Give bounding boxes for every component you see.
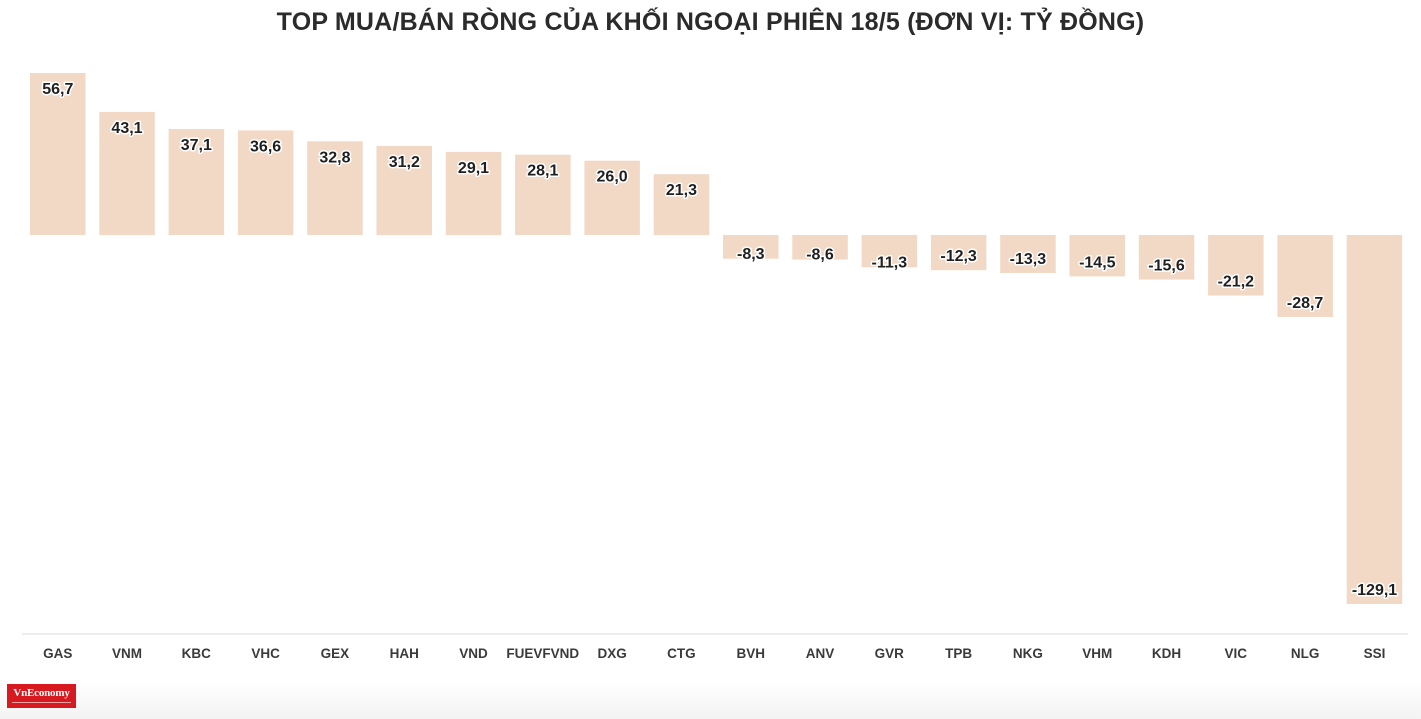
value-label-hah: 31,2 [389, 154, 420, 171]
value-label-fuevfvnd: 28,1 [527, 163, 558, 180]
category-label-vhm: VHM [1082, 646, 1112, 661]
bar-nlg [1277, 235, 1333, 317]
category-label-ssi: SSI [1364, 646, 1386, 661]
logo-text: VnEconomy [13, 687, 70, 699]
value-label-ctg: 21,3 [666, 182, 697, 199]
value-label-vnd: 29,1 [458, 160, 489, 177]
category-label-bvh: BVH [737, 646, 766, 661]
value-label-nlg: -28,7 [1287, 295, 1324, 312]
category-label-ctg: CTG [667, 646, 696, 661]
logo-underline [12, 702, 71, 703]
value-label-gex: 32,8 [319, 149, 350, 166]
value-label-vhm: -14,5 [1079, 255, 1116, 272]
category-label-vnm: VNM [112, 646, 142, 661]
bar-tpb [930, 235, 987, 271]
footer-band [0, 680, 1421, 719]
category-label-gas: GAS [43, 646, 72, 661]
value-label-vhc: 36,6 [250, 138, 281, 155]
category-label-kbc: KBC [182, 646, 211, 661]
labels-layer: 56,7 43,1 37,1 36,6 32,8 31,2 29,1 28,1 26,0 21,3… [41, 80, 1399, 601]
bars-layer [30, 73, 1403, 604]
bar-ssi [1346, 235, 1403, 604]
bar-vhm [1069, 235, 1125, 277]
category-label-anv: ANV [806, 646, 835, 661]
bar-gex [307, 141, 363, 235]
category-label-dxg: DXG [597, 646, 626, 661]
value-label-bvh: -8,3 [737, 246, 765, 263]
bar-gvr [861, 235, 918, 268]
value-label-vic: -21,2 [1218, 274, 1255, 291]
bar-vhc [237, 130, 294, 235]
value-label-kbc: 37,1 [181, 137, 212, 154]
bar-chart: 56,7 43,1 37,1 36,6 32,8 31,2 29,1 28,1 26,0 21,3… [22, 73, 1408, 661]
category-axis: GAS VNM KBC VHC GEX HAH VND FUEVFVND DXG CTG BVH AN… [43, 646, 1385, 661]
category-label-nkg: NKG [1013, 646, 1043, 661]
category-label-gvr: GVR [875, 646, 905, 661]
category-label-vic: VIC [1225, 646, 1248, 661]
bar-nkg [1000, 235, 1056, 273]
bar-kdh [1138, 235, 1195, 280]
value-label-gvr: -11,3 [872, 254, 908, 271]
chart-title: TOP MUA/BÁN RÒNG CỦA KHỐI NGOẠI PHIÊN 18… [276, 8, 1145, 36]
category-label-nlg: NLG [1291, 646, 1320, 661]
category-label-tpb: TPB [945, 646, 972, 661]
category-label-hah: HAH [390, 646, 419, 661]
value-label-kdh: -15,6 [1148, 258, 1185, 275]
value-label-dxg: 26,0 [597, 169, 628, 186]
bar-hah [376, 145, 432, 236]
bar-bvh [723, 235, 779, 259]
value-label-nkg: -13,3 [1010, 251, 1047, 268]
value-label-gas: 56,7 [42, 81, 73, 98]
value-label-ssi: -129,1 [1352, 582, 1397, 599]
bar-ctg [653, 174, 710, 236]
bar-gas [30, 73, 86, 235]
vneconomy-logo: VnEconomy [7, 684, 76, 708]
category-label-kdh: KDH [1152, 646, 1181, 661]
bar-dxg [584, 160, 640, 235]
value-label-tpb: -12,3 [940, 248, 977, 265]
bar-fuevfvnd [515, 154, 571, 235]
value-label-vnm: 43,1 [111, 120, 142, 137]
value-label-anv: -8,6 [806, 247, 834, 264]
category-label-fuevfvnd: FUEVFVND [506, 646, 579, 661]
bar-vnd [445, 151, 502, 236]
bar-vnm [99, 111, 155, 236]
category-label-vhc: VHC [251, 646, 280, 661]
bar-anv [792, 235, 848, 260]
category-label-vnd: VND [459, 646, 488, 661]
bar-kbc [168, 129, 225, 235]
category-label-gex: GEX [321, 646, 350, 661]
bar-vic [1208, 235, 1264, 296]
